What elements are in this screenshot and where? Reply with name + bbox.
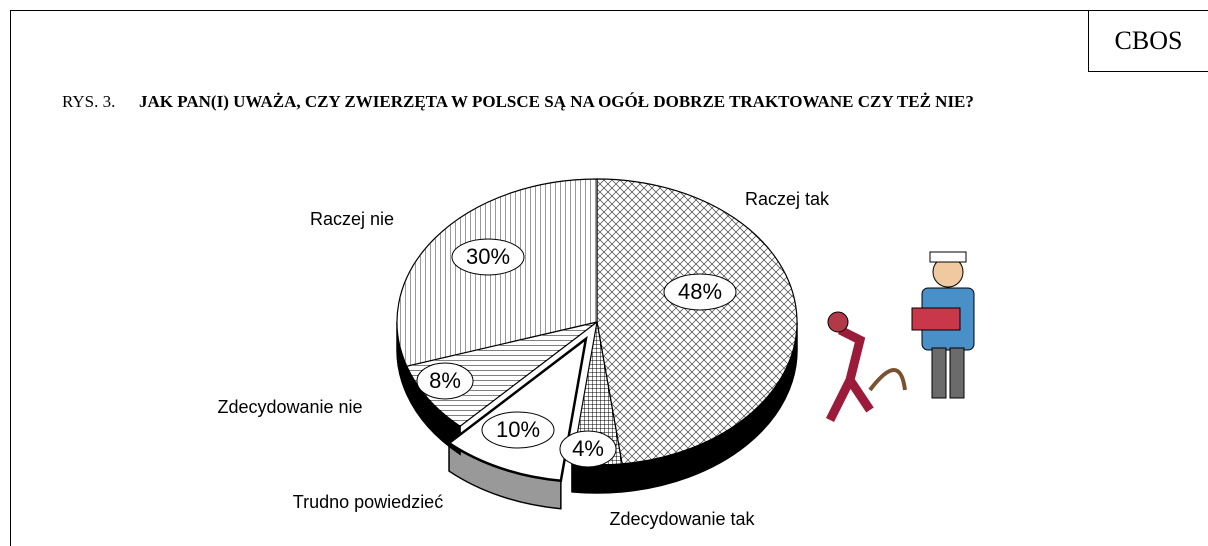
pie: 48% Raczej tak 4% Zdecydowanie tak 10% Trudno… (217, 178, 830, 529)
value-label-bg (481, 411, 555, 449)
category-label: Zdecydowanie nie (217, 397, 362, 417)
slice (596, 178, 798, 465)
chart-title: JAK PAN(I) UWAŻA, CZY ZWIERZĘTA W POLSCE… (139, 92, 974, 111)
value-label-bg (451, 238, 525, 276)
value-label: 8% (429, 368, 461, 393)
source: CBOS (1088, 10, 1208, 72)
value-label-bg (416, 362, 474, 400)
category-label: Zdecydowanie tak (609, 509, 755, 529)
value-label: 30% (466, 244, 510, 269)
illustration (825, 251, 975, 423)
category-label: Raczej nie (310, 209, 394, 229)
value-label: 48% (678, 279, 722, 304)
value-label-bg (663, 273, 737, 311)
slice-side (571, 463, 623, 494)
value-label: 4% (572, 436, 604, 461)
figure-label: RYS. 3. (62, 92, 116, 111)
value-label-bg (559, 430, 617, 468)
value-label: 10% (496, 417, 540, 442)
category-label: Raczej tak (745, 189, 830, 209)
frame (10, 10, 1208, 546)
slice (405, 321, 598, 427)
slice (446, 335, 588, 483)
category-label: Trudno powiedzieć (293, 492, 443, 512)
